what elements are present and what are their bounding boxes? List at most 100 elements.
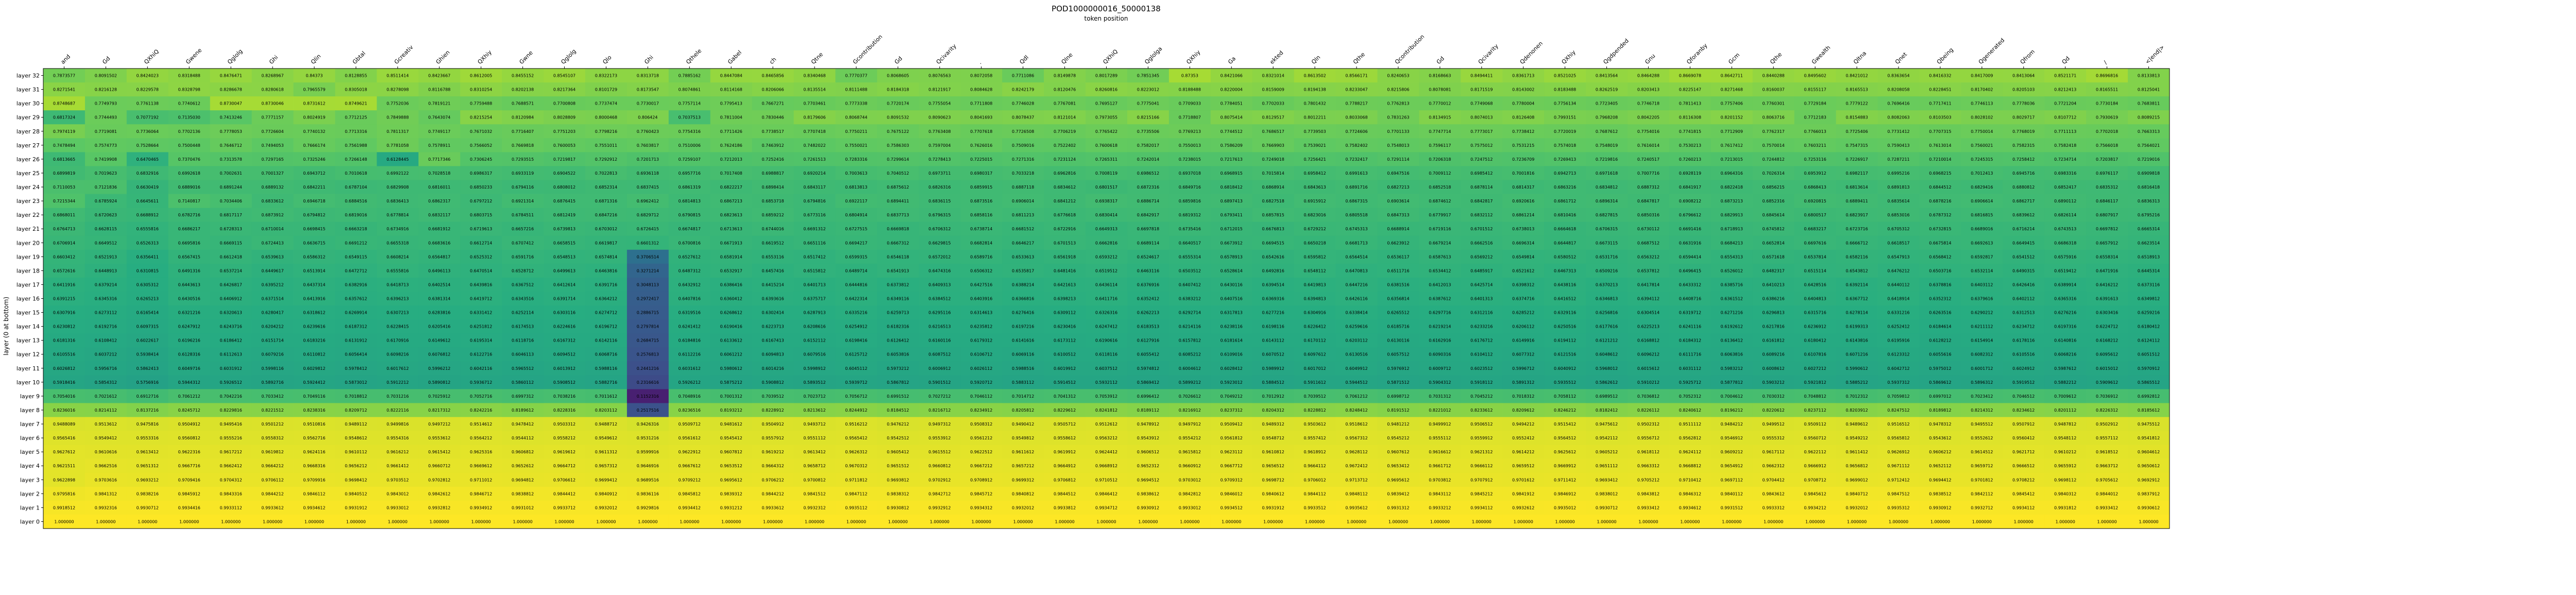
heatmap-cell [1086, 361, 1128, 376]
heatmap-cell [1877, 152, 1920, 166]
heatmap-cell [293, 291, 335, 306]
heatmap-cell [2086, 110, 2128, 125]
heatmap-cell [1710, 110, 1753, 125]
cell-value-label: 0.5939712 [845, 380, 867, 385]
heatmap-cell [1961, 389, 2003, 403]
cell-value-label: 0.7744493 [95, 115, 117, 120]
heatmap-cell [1086, 180, 1128, 194]
heatmap-cell [1586, 124, 1628, 139]
cell-value-label: 0.8260816 [1095, 88, 1117, 92]
cell-value-label: 0.7762813 [1387, 101, 1409, 106]
cell-value-label: 0.6713613 [720, 227, 742, 231]
heatmap-cell [1669, 389, 1711, 403]
heatmap-cell [710, 208, 753, 223]
cell-value-label: 0.6992812 [2138, 394, 2160, 399]
heatmap-cell [335, 82, 377, 97]
heatmap-cell [2086, 263, 2128, 278]
heatmap-cell [960, 375, 1003, 389]
cell-value-label: 0.6691416 [1679, 227, 1701, 231]
heatmap-cell [1586, 291, 1628, 306]
cell-value-label: 0.8465856 [761, 74, 784, 78]
heatmap-cell [835, 235, 877, 250]
cell-value-label: 0.6250516 [1554, 325, 1576, 329]
heatmap-cell [1168, 389, 1211, 403]
cell-value-label: 0.6852314 [595, 185, 617, 190]
column-label: Gd [893, 55, 904, 65]
cell-value-label: 0.9552612 [1971, 436, 1993, 440]
cell-value-label: 0.8223012 [1137, 88, 1159, 92]
cell-value-label: 0.8340468 [803, 74, 825, 78]
heatmap-cell [793, 347, 836, 362]
cell-value-label: 0.7226917 [1845, 157, 1868, 162]
cell-value-label: 0.9930712 [137, 505, 159, 510]
cell-value-label: 0.7617412 [1721, 143, 1743, 148]
cell-value-label: 1.000000 [972, 519, 991, 524]
heatmap-cell [1377, 263, 1419, 278]
cell-value-label: 0.7548013 [1387, 143, 1409, 148]
cell-value-label: 0.7695127 [1095, 101, 1117, 106]
heatmap-cell [960, 82, 1003, 97]
heatmap-cell [793, 222, 836, 236]
cell-value-label: 0.6415214 [761, 282, 784, 287]
heatmap-cell [1377, 305, 1419, 320]
heatmap-cell [1794, 124, 1837, 139]
cell-value-label: 0.6467313 [1554, 268, 1576, 273]
heatmap-cell [1836, 417, 1878, 431]
cell-value-label: 0.6228415 [386, 325, 409, 329]
cell-value-label: 0.9711412 [1554, 478, 1576, 482]
cell-value-label: 0.6874612 [1429, 199, 1451, 203]
cell-value-label: 0.7017408 [720, 171, 742, 176]
cell-value-label: 0.9930912 [1929, 505, 1951, 510]
row-label: layer 31 [16, 87, 40, 93]
cell-value-label: 0.6586312 [303, 254, 325, 259]
cell-value-label: 0.8196212 [1721, 408, 1743, 413]
heatmap-cell [1335, 152, 1378, 166]
heatmap-cell [1168, 180, 1211, 194]
cell-value-label: 0.9562812 [1679, 436, 1701, 440]
cell-value-label: 0.6387612 [1429, 297, 1451, 301]
cell-value-label: 0.9653512 [720, 464, 742, 468]
heatmap-cell [1294, 305, 1336, 320]
heatmap-cell [251, 389, 294, 403]
heatmap-cell [752, 249, 794, 264]
heatmap-cell [2086, 152, 2128, 166]
cell-value-label: 0.6241116 [1679, 325, 1701, 329]
cell-value-label: 0.8028102 [1971, 115, 1993, 120]
heatmap-cell [1461, 472, 1503, 487]
heatmap-cell [1294, 152, 1336, 166]
heatmap-cell [793, 333, 836, 348]
heatmap-cell [251, 333, 294, 348]
heatmap-cell [1502, 180, 1545, 194]
cell-value-label: 0.6165414 [137, 311, 159, 315]
cell-value-label: 0.6008612 [1762, 366, 1785, 371]
heatmap-cell [1836, 347, 1878, 362]
cell-value-label: 0.6778814 [386, 213, 409, 217]
heatmap-cell [1002, 486, 1044, 501]
heatmap-cell [1419, 222, 1461, 236]
cell-value-label: 0.6241412 [679, 325, 701, 329]
cell-value-label: 0.6712015 [1221, 227, 1243, 231]
heatmap-cell [1461, 180, 1503, 194]
heatmap-cell [793, 110, 836, 125]
heatmap-cell [210, 180, 252, 194]
cell-value-label: 0.8084628 [970, 88, 992, 92]
cell-value-label: 0.5923012 [1221, 380, 1243, 385]
heatmap-cell [1669, 82, 1711, 97]
cell-value-label: 0.8203112 [595, 408, 617, 413]
cell-value-label: 0.6826316 [928, 185, 951, 190]
heatmap-cell [1544, 166, 1586, 180]
cell-value-label: 0.6745313 [1345, 227, 1367, 231]
cell-value-label: 0.6401313 [1470, 297, 1493, 301]
cell-value-label: 1.000000 [513, 519, 533, 524]
cell-value-label: 0.9508312 [970, 422, 992, 427]
heatmap-cell [752, 69, 794, 83]
heatmap-cell [1794, 319, 1837, 334]
heatmap-cell [960, 333, 1003, 348]
heatmap-cell [585, 389, 628, 403]
cell-value-label: 0.6528712 [512, 268, 534, 273]
row-label: layer 10 [16, 379, 40, 386]
heatmap-cell [710, 486, 753, 501]
heatmap-cell [2044, 389, 2087, 403]
cell-value-label: 0.7582418 [2054, 143, 2076, 148]
cell-value-label: 0.8205103 [2012, 88, 2035, 92]
